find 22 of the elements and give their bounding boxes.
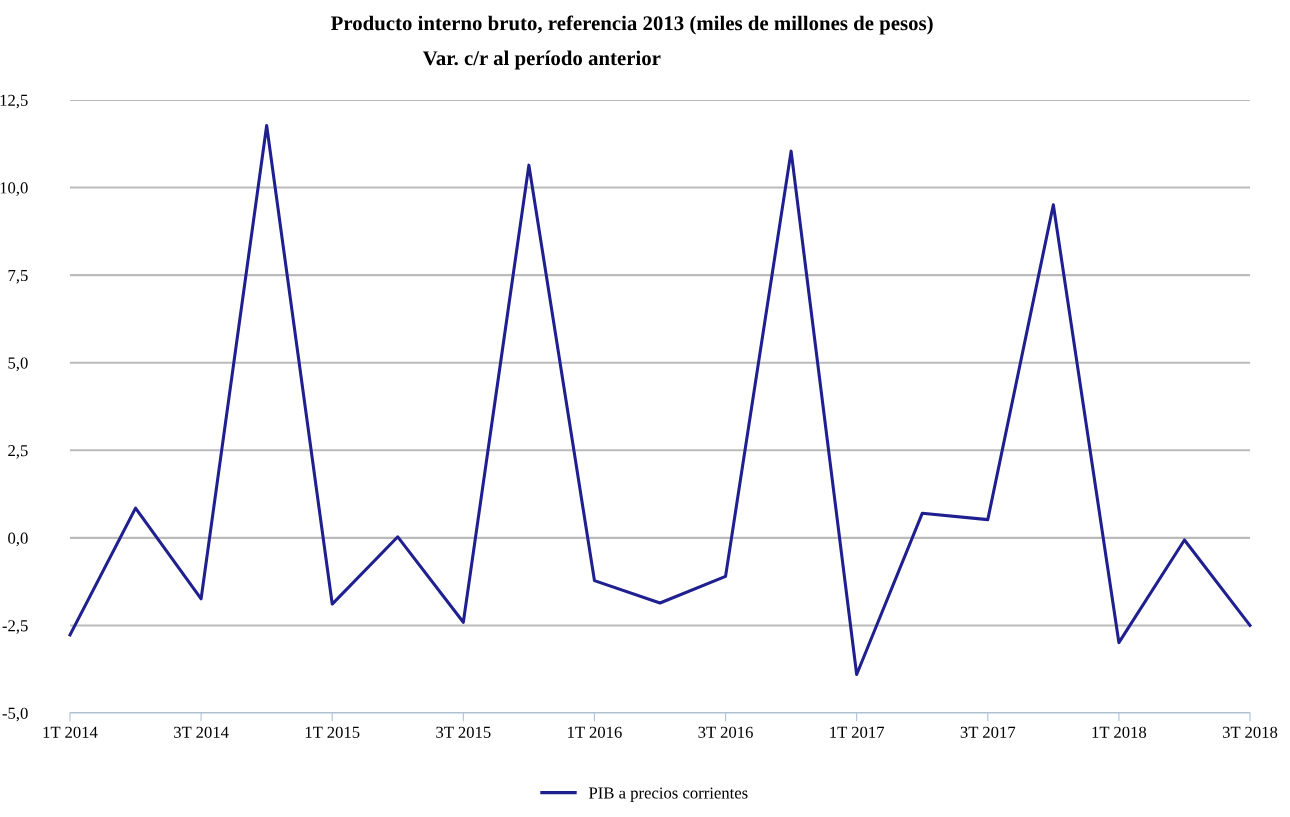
legend-label: PIB a precios corrientes	[588, 787, 748, 802]
y-tick-label: -5,0	[2, 707, 28, 722]
x-tick-label: 3T 2014	[174, 726, 229, 738]
chart-title: Producto interno bruto, referencia 2013 (miles de millones de pesos)	[330, 15, 933, 35]
x-tick-label: 3T 2017	[960, 726, 1016, 738]
chart-subtitle: Var. c/r al período anterior	[422, 50, 661, 70]
x-tick-label: 1T 2018	[1092, 726, 1147, 738]
x-tick-label: 3T 2018	[1222, 726, 1278, 738]
y-tick-label: 7,5	[8, 270, 28, 284]
line-series	[68, 124, 1252, 676]
x-tick-label: 3T 2015	[436, 726, 491, 738]
x-tick-label: 1T 2016	[568, 726, 622, 738]
y-tick-label: 5,0	[8, 357, 28, 372]
y-tick-label: 12,5	[0, 94, 28, 109]
y-tick-label: 0,0	[8, 532, 28, 547]
y-tick-label: 2,5	[8, 445, 28, 459]
x-tick-label: 1T 2014	[43, 726, 98, 738]
x-tick-label: 3T 2016	[698, 726, 753, 738]
y-tick-label: -2,5	[2, 620, 28, 634]
x-tick-label: 1T 2017	[830, 726, 885, 738]
x-tick-label: 1T 2015	[305, 726, 360, 738]
y-tick-label: 10,0	[0, 182, 28, 196]
